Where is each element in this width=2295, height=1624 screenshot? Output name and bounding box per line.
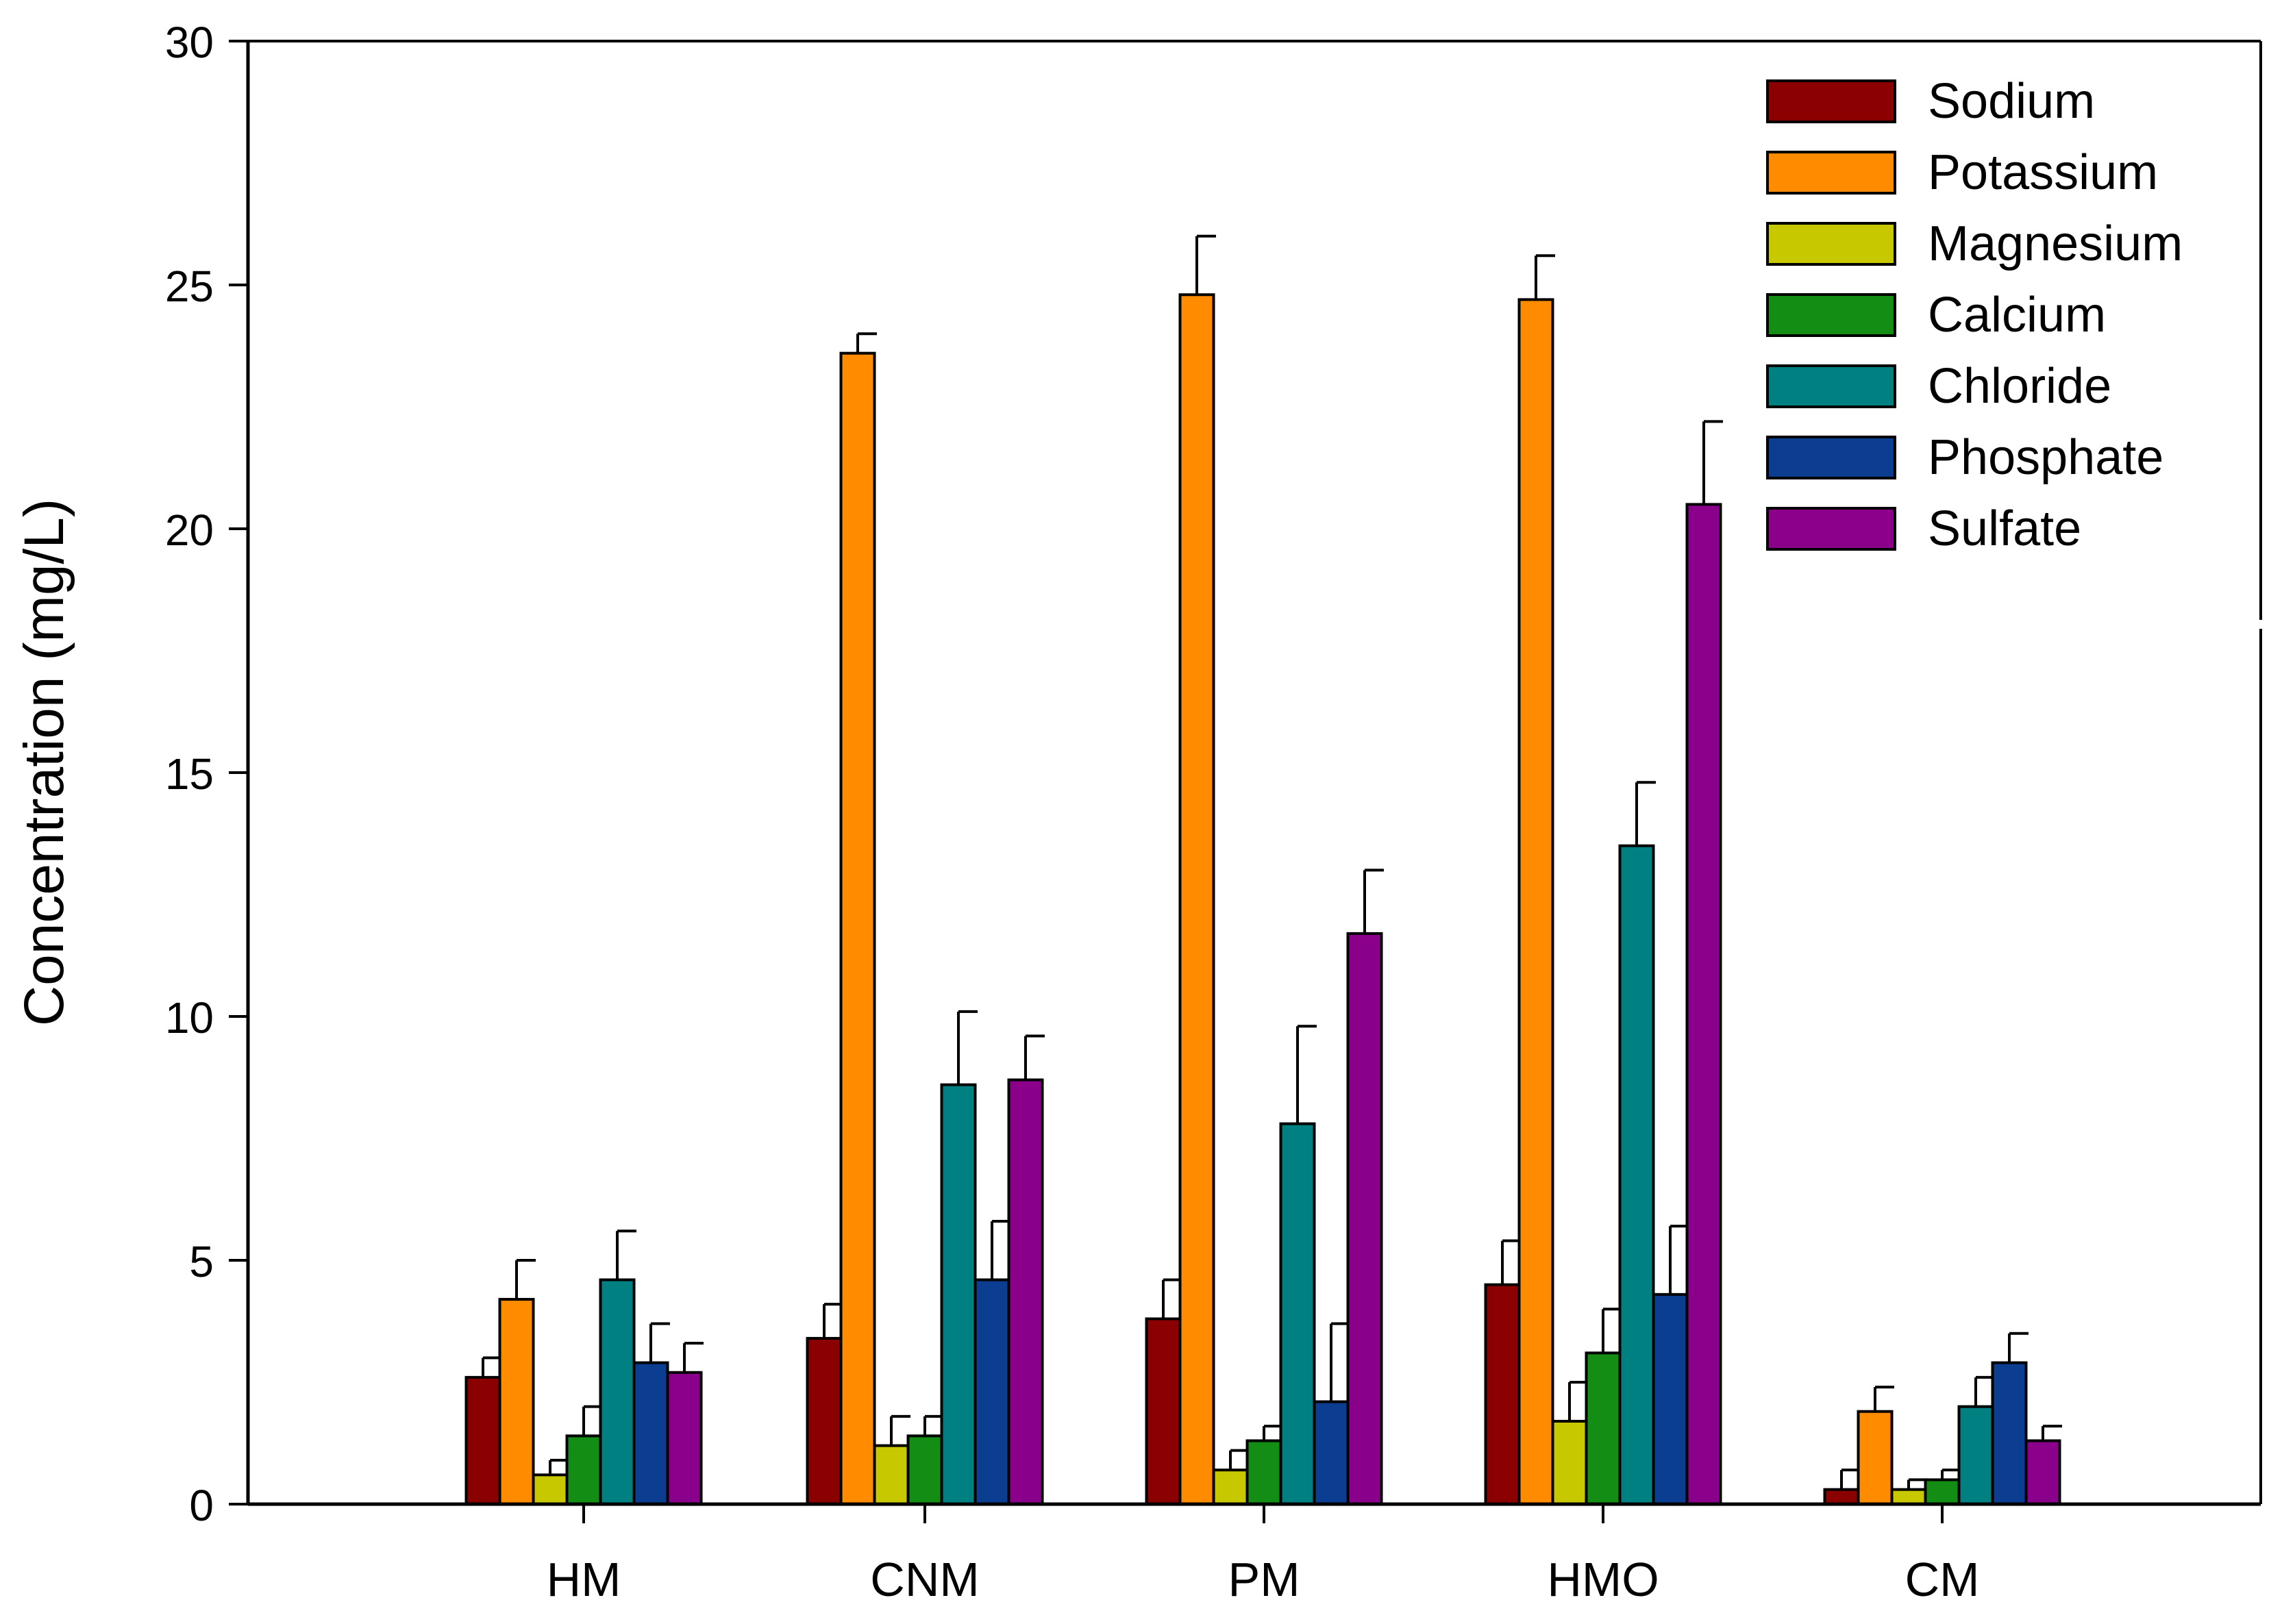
y-tick-label-25: 25	[165, 262, 214, 311]
bar-hmo-potassium	[1517, 298, 1554, 1506]
bars-layer	[464, 234, 2062, 1506]
bar-pm-phosphate	[1313, 1400, 1350, 1506]
bar-cm-chloride	[1957, 1405, 1994, 1506]
bar-cm-phosphate	[1991, 1361, 2028, 1506]
bar-cnm-chloride	[940, 1083, 977, 1506]
bar-cnm-magnesium	[873, 1444, 910, 1506]
bar-pm-chloride	[1279, 1122, 1316, 1506]
bar-cm-sulfate	[2024, 1439, 2061, 1506]
legend-swatch-calcium	[1766, 293, 1896, 337]
bar-hmo-calcium	[1585, 1351, 1622, 1506]
bar-cnm-sulfate	[1007, 1078, 1044, 1506]
y-axis-title: Concentration (mg/L)	[13, 499, 75, 1026]
bar-hm-chloride	[599, 1278, 636, 1506]
legend: Sodium Potassium Magnesium Calcium Chloride P…	[1766, 74, 2183, 556]
y-tick-label-5: 5	[189, 1237, 214, 1286]
x-tick-label-cnm: CNM	[870, 1553, 979, 1606]
bar-cnm-potassium	[839, 351, 876, 1506]
bar-cnm-calcium	[906, 1434, 943, 1506]
axes-layer: 0 5 10 15 20 25 30 HM CNM PM HMO CM Concentration (m…	[13, 18, 2262, 1606]
legend-label-phosphate: Phosphate	[1928, 430, 2163, 485]
bar-hmo-sodium	[1484, 1283, 1521, 1506]
bar-hm-calcium	[565, 1434, 602, 1506]
legend-swatch-chloride	[1766, 364, 1896, 408]
bar-group-pm	[1145, 234, 1384, 1506]
legend-swatch-sodium	[1766, 79, 1896, 123]
legend-item-chloride: Chloride	[1766, 359, 2111, 414]
bar-cm-magnesium	[1890, 1488, 1927, 1506]
bar-pm-potassium	[1178, 293, 1215, 1506]
x-tick-label-hm: HM	[547, 1553, 621, 1606]
legend-item-magnesium: Magnesium	[1766, 216, 2183, 271]
bar-cnm-sodium	[806, 1336, 843, 1506]
legend-item-sulfate: Sulfate	[1766, 501, 2081, 556]
legend-label-chloride: Chloride	[1928, 359, 2111, 414]
bar-pm-sulfate	[1346, 932, 1383, 1506]
legend-item-sodium: Sodium	[1766, 74, 2095, 129]
y-tick-label-15: 15	[165, 749, 214, 799]
y-tick-label-0: 0	[189, 1481, 214, 1530]
bar-group-cnm	[806, 332, 1045, 1506]
legend-swatch-potassium	[1766, 151, 1896, 195]
bar-hmo-sulfate	[1685, 503, 1722, 1506]
bar-hm-sodium	[464, 1375, 501, 1506]
x-tick-label-hmo: HMO	[1547, 1553, 1659, 1606]
bar-hmo-magnesium	[1551, 1419, 1588, 1506]
bar-pm-calcium	[1245, 1439, 1282, 1506]
y-tick-label-10: 10	[165, 993, 214, 1042]
legend-label-magnesium: Magnesium	[1928, 216, 2183, 271]
legend-label-sodium: Sodium	[1928, 74, 2095, 129]
bar-cm-potassium	[1857, 1410, 1894, 1506]
bar-pm-magnesium	[1212, 1469, 1249, 1506]
x-tick-label-cm: CM	[1905, 1553, 1980, 1606]
y-tick-label-20: 20	[165, 505, 214, 555]
legend-item-calcium: Calcium	[1766, 288, 2106, 342]
y-tick-label-30: 30	[165, 18, 214, 67]
bar-group-hmo	[1484, 254, 1723, 1506]
legend-label-calcium: Calcium	[1928, 288, 2106, 342]
bar-hm-sulfate	[666, 1371, 703, 1506]
bar-pm-sodium	[1145, 1317, 1182, 1506]
legend-item-phosphate: Phosphate	[1766, 430, 2163, 485]
legend-swatch-sulfate	[1766, 507, 1896, 551]
bar-cnm-phosphate	[973, 1278, 1010, 1506]
bar-cm-calcium	[1924, 1478, 1961, 1506]
legend-swatch-magnesium	[1766, 222, 1896, 266]
bar-hm-potassium	[498, 1297, 535, 1506]
legend-swatch-phosphate	[1766, 436, 1896, 479]
legend-item-potassium: Potassium	[1766, 145, 2158, 200]
legend-label-sulfate: Sulfate	[1928, 501, 2081, 556]
bar-hmo-chloride	[1618, 844, 1655, 1506]
x-tick-label-pm: PM	[1228, 1553, 1300, 1606]
legend-label-potassium: Potassium	[1928, 145, 2158, 200]
bar-hmo-phosphate	[1652, 1292, 1689, 1506]
bar-cm-sodium	[1823, 1488, 1860, 1506]
bar-hm-phosphate	[632, 1361, 669, 1506]
bar-hm-magnesium	[532, 1473, 569, 1506]
